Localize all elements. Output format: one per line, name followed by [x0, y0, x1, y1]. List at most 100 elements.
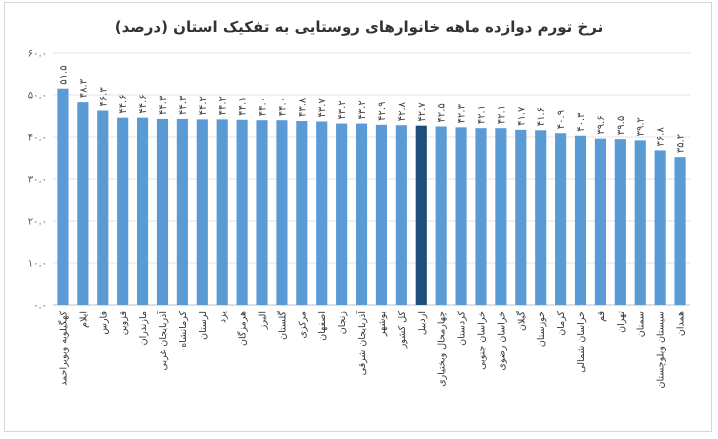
- category-label: آذربایجان شرقی: [355, 311, 368, 376]
- bar-value-label: ۴۴.۲: [198, 96, 209, 115]
- bar-value-label: ۴۶.۳: [98, 87, 109, 107]
- bar-value-label: ۴۴.۳: [178, 95, 189, 115]
- category-label: کردستان: [457, 311, 468, 346]
- bar-value-label: ۴۰.۳: [576, 112, 587, 132]
- category-label: قم: [596, 311, 607, 322]
- category-label: مرکزی: [297, 311, 308, 339]
- bar-value-label: ۴۱.۶: [536, 107, 547, 126]
- bar: [634, 140, 646, 305]
- category-label: گیلان: [515, 311, 527, 332]
- bar: [117, 117, 129, 306]
- bar-value-label: ۳۶.۸: [656, 127, 667, 147]
- category-label: گلستان: [276, 311, 288, 340]
- y-tick-label: ۳۰.۰: [28, 175, 47, 186]
- bar-value-label: ۴۲.۵: [437, 103, 448, 122]
- y-tick-label: ۲۰.۰: [28, 217, 47, 228]
- bar: [137, 117, 149, 306]
- bar: [475, 128, 487, 305]
- bar-value-label: ۳۹.۶: [596, 115, 607, 134]
- chart-title: نرخ تورم دوازده ماهه خانوارهای روستایی ب…: [114, 18, 604, 36]
- category-label: سیستان وبلوچستان: [656, 311, 667, 388]
- bar: [614, 139, 626, 305]
- bar: [156, 118, 169, 305]
- bar: [574, 135, 587, 305]
- bar: [495, 128, 507, 305]
- bar: [57, 88, 69, 305]
- bar-value-label: ۳۹.۲: [636, 117, 647, 136]
- category-label: همدان: [676, 311, 687, 336]
- bar: [435, 126, 447, 305]
- category-label: یزد: [218, 311, 229, 323]
- category-label: خراسان رضوی: [496, 311, 507, 371]
- bar: [674, 157, 686, 305]
- bar-value-label: ۴۲.۷: [417, 102, 428, 122]
- y-tick-label: ۴۰.۰: [28, 133, 47, 144]
- bar-value-label: ۳۹.۵: [616, 116, 627, 135]
- bar: [395, 125, 407, 306]
- bar: [256, 120, 268, 305]
- bar: [316, 121, 328, 306]
- bar: [176, 118, 188, 305]
- category-label: چهارمحال وبختیاری: [437, 311, 448, 387]
- bar: [196, 119, 208, 305]
- bar-value-label: ۴۲.۱: [496, 105, 507, 124]
- bar: [455, 127, 467, 305]
- category-label: مازندران: [138, 311, 149, 345]
- bar-value-label: ۴۴.۳: [158, 95, 169, 115]
- category-label: فارس: [98, 311, 109, 335]
- category-label: البرز: [258, 311, 269, 330]
- bar: [216, 119, 228, 305]
- bar: [594, 138, 606, 305]
- bar: [375, 124, 388, 305]
- category-label: اردبیل: [417, 311, 428, 335]
- category-label: کرمانشاه: [178, 311, 189, 348]
- category-label: تهران: [616, 311, 627, 333]
- bar-value-label: ۴۱.۷: [516, 106, 527, 126]
- bar: [515, 129, 527, 305]
- bar-value-label: ۵۱.۵: [58, 65, 69, 84]
- bar-value-label: ۴۲.۳: [457, 103, 468, 123]
- category-label: کرمان: [556, 311, 567, 336]
- bar: [555, 133, 567, 305]
- bar: [355, 123, 368, 305]
- bar: [654, 150, 666, 305]
- bar: [236, 119, 248, 305]
- y-tick-label: ۶۰.۰: [28, 49, 47, 60]
- bar-value-label: ۴۰.۹: [556, 110, 567, 129]
- category-label: کل کشور: [397, 311, 408, 350]
- bar: [97, 110, 109, 305]
- bar-value-label: ۴۴.۰: [258, 97, 269, 116]
- bar: [415, 125, 427, 305]
- y-tick-label: ۵۰.۰: [28, 91, 47, 102]
- bar-value-label: ۴۴.۰: [277, 97, 288, 116]
- category-label: بوشهر: [377, 311, 388, 337]
- category-label: سمنان: [636, 311, 647, 337]
- bar-value-label: ۴۳.۸: [297, 97, 308, 117]
- category-label: قزوین: [118, 311, 129, 335]
- y-tick-label: ۰.۰: [33, 301, 47, 312]
- bar-value-label: ۴۳.۲: [337, 100, 348, 119]
- bar-value-label: ۴۳.۲: [357, 100, 368, 119]
- bar-value-label: ۴۲.۸: [397, 101, 408, 121]
- bar: [336, 123, 348, 305]
- bar-value-label: ۴۴.۲: [218, 96, 229, 115]
- category-label: کهگیلویه وبویراحمد: [57, 311, 69, 386]
- bar: [77, 102, 89, 305]
- category-label: آذربایجان غربی: [156, 311, 169, 371]
- bar: [296, 121, 308, 305]
- category-label: هرمزگان: [237, 311, 249, 346]
- category-label: لرستان: [198, 311, 209, 340]
- category-label: خوزستان: [536, 311, 547, 347]
- category-label: خراسان شمالی: [576, 311, 587, 373]
- category-label: خراسان جنوبی: [476, 311, 487, 370]
- bar: [535, 130, 547, 305]
- y-tick-label: ۱۰.۰: [28, 259, 47, 270]
- bar-value-label: ۴۴.۱: [238, 96, 249, 115]
- bar-value-label: ۳۵.۲: [676, 134, 687, 153]
- bar-value-label: ۴۲.۱: [476, 105, 487, 124]
- category-label: اصفهان: [317, 311, 328, 341]
- bar-value-label: ۴۳.۷: [317, 98, 328, 118]
- bar-value-label: ۴۴.۶: [138, 94, 149, 113]
- category-label: زنجان: [337, 311, 348, 335]
